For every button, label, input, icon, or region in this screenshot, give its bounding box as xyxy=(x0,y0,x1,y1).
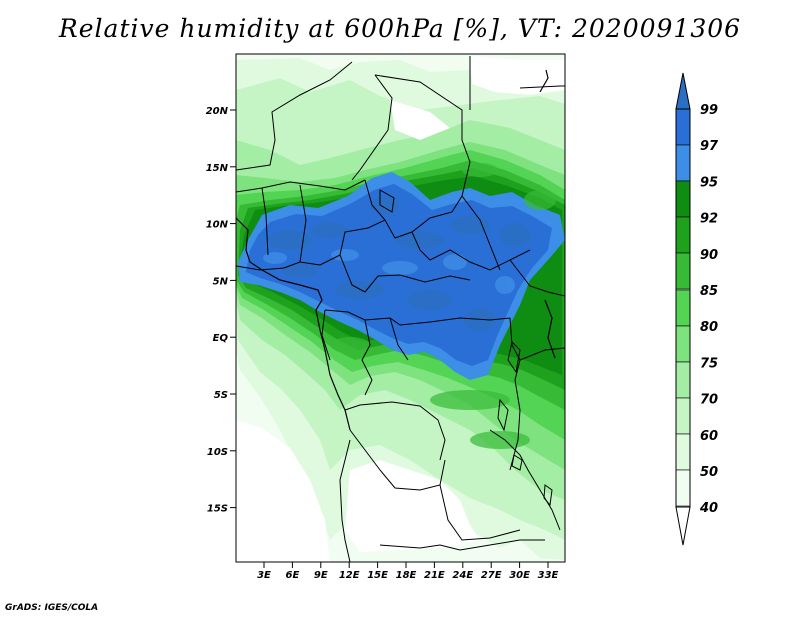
colorbar-cap-bottom xyxy=(675,506,691,546)
colorbar-label-95: 95 xyxy=(700,175,718,190)
colorbar-label-99: 99 xyxy=(700,103,718,118)
colorbar-outline xyxy=(675,108,691,508)
lon-label-33E: 33E xyxy=(538,570,559,581)
lakes xyxy=(379,189,553,507)
lon-label-18E: 18E xyxy=(396,570,417,581)
rh-green-streaks xyxy=(330,163,556,449)
colorbar-label-50: 50 xyxy=(700,465,718,480)
colorbar-segment-97_99 xyxy=(675,108,691,146)
colorbar-label-90: 90 xyxy=(700,248,718,263)
colorbar-segment-95_97 xyxy=(675,144,691,182)
lat-label-5N: 5N xyxy=(213,276,229,287)
colorbar-cap-top xyxy=(675,72,691,110)
rh-95-97-patches xyxy=(263,249,515,294)
colorbar-segment-50_60 xyxy=(675,433,691,471)
lat-label-10N: 10N xyxy=(206,220,229,231)
colorbar-segment-40_50 xyxy=(675,469,691,507)
colorbar-label-85: 85 xyxy=(700,284,718,299)
colorbar-segment-70_75 xyxy=(675,361,691,399)
chart-title: Relative humidity at 600hPa [%], VT: 202… xyxy=(58,14,742,43)
colorbar-segment-90_92 xyxy=(675,216,691,254)
lon-label-21E: 21E xyxy=(424,570,445,581)
colorbar-label-40: 40 xyxy=(699,501,718,516)
map-frame xyxy=(235,53,566,563)
grads-credit: GrADS: IGES/COLA xyxy=(5,603,99,613)
colorbar-segment-92_95 xyxy=(675,180,691,218)
colorbar-label-70: 70 xyxy=(700,393,718,408)
colorbar-segment-80_85 xyxy=(675,289,691,327)
rh-dry-areas xyxy=(236,56,565,562)
coastline xyxy=(236,69,556,431)
lon-label-12E: 12E xyxy=(339,570,360,581)
longitude-axis: 3E 6E 9E 12E 15E 18E 21E 24E 27E 30E 33E xyxy=(257,562,559,581)
lon-label-15E: 15E xyxy=(367,570,388,581)
lat-label-20N: 20N xyxy=(206,106,229,117)
lon-label-9E: 9E xyxy=(314,570,328,581)
colorbar xyxy=(675,72,691,546)
lon-label-3E: 3E xyxy=(257,570,271,581)
colorbar-segment-85_90 xyxy=(675,252,691,290)
lon-label-30E: 30E xyxy=(509,570,530,581)
lat-label-15S: 15S xyxy=(207,504,228,515)
colorbar-label-80: 80 xyxy=(700,320,718,335)
lon-label-27E: 27E xyxy=(481,570,502,581)
lat-label-15N: 15N xyxy=(206,163,229,174)
colorbar-segment-75_80 xyxy=(675,325,691,363)
country-borders xyxy=(236,56,565,562)
colorbar-label-97: 97 xyxy=(700,139,719,154)
latitude-axis: 20N 15N 10N 5N EQ 5S 10S 15S xyxy=(206,106,236,515)
lat-label-EQ: EQ xyxy=(213,333,229,344)
rh-gt99-patches xyxy=(268,195,531,332)
colorbar-label-60: 60 xyxy=(700,429,718,444)
colorbar-label-92: 92 xyxy=(700,212,718,227)
lon-label-24E: 24E xyxy=(452,570,473,581)
colorbar-segment-60_70 xyxy=(675,397,691,435)
colorbar-labels: 99 97 95 92 90 85 80 75 70 60 50 40 xyxy=(699,103,719,516)
lat-label-10S: 10S xyxy=(207,447,228,458)
colorbar-label-75: 75 xyxy=(700,356,718,371)
humidity-field xyxy=(236,54,565,562)
lat-label-5S: 5S xyxy=(214,390,228,401)
lon-label-6E: 6E xyxy=(286,570,300,581)
